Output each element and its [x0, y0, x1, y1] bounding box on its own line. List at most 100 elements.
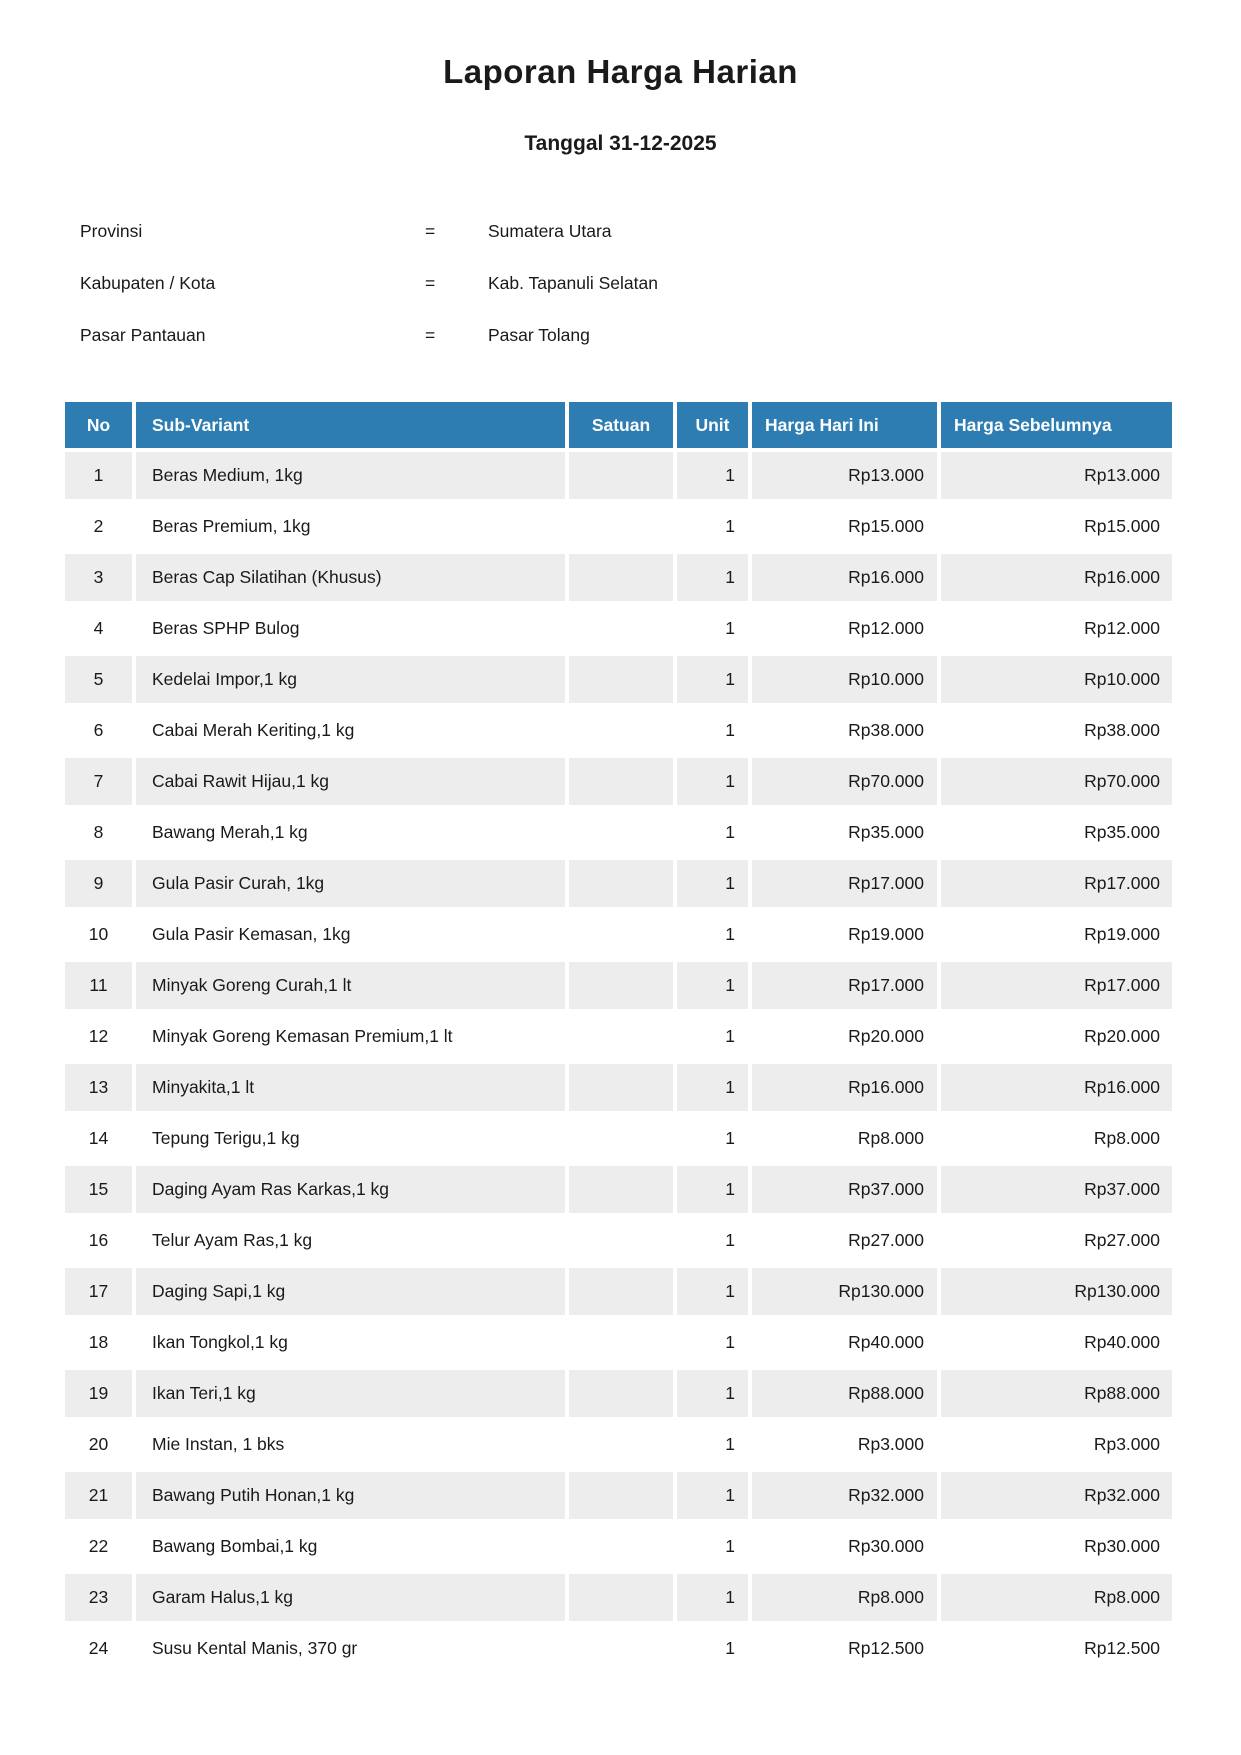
cell-satuan — [569, 1370, 673, 1417]
cell-unit: 1 — [677, 1268, 748, 1315]
table-row: 18 Ikan Tongkol,1 kg 1 Rp40.000 Rp40.000 — [65, 1319, 1172, 1366]
table-row: 21 Bawang Putih Honan,1 kg 1 Rp32.000 Rp… — [65, 1472, 1172, 1519]
cell-unit: 1 — [677, 452, 748, 499]
cell-sub-variant: Bawang Putih Honan,1 kg — [136, 1472, 565, 1519]
cell-no: 5 — [65, 656, 132, 703]
info-value: Pasar Tolang — [488, 325, 590, 345]
cell-no: 6 — [65, 707, 132, 754]
table-row: 19 Ikan Teri,1 kg 1 Rp88.000 Rp88.000 — [65, 1370, 1172, 1417]
table-row: 15 Daging Ayam Ras Karkas,1 kg 1 Rp37.00… — [65, 1166, 1172, 1213]
report-date: Tanggal 31-12-2025 — [524, 132, 717, 155]
cell-harga-sebelumnya: Rp17.000 — [941, 860, 1172, 907]
cell-sub-variant: Minyak Goreng Kemasan Premium,1 lt — [136, 1013, 565, 1060]
cell-sub-variant: Gula Pasir Curah, 1kg — [136, 860, 565, 907]
cell-harga-sebelumnya: Rp20.000 — [941, 1013, 1172, 1060]
cell-harga-hari-ini: Rp17.000 — [752, 962, 937, 1009]
cell-harga-hari-ini: Rp17.000 — [752, 860, 937, 907]
cell-harga-hari-ini: Rp19.000 — [752, 911, 937, 958]
info-row-provinsi: Provinsi = Sumatera Utara — [0, 221, 1241, 243]
cell-satuan — [569, 1625, 673, 1672]
cell-no: 15 — [65, 1166, 132, 1213]
cell-harga-hari-ini: Rp88.000 — [752, 1370, 937, 1417]
cell-harga-sebelumnya: Rp16.000 — [941, 554, 1172, 601]
cell-harga-hari-ini: Rp12.000 — [752, 605, 937, 652]
cell-sub-variant: Daging Sapi,1 kg — [136, 1268, 565, 1315]
cell-harga-hari-ini: Rp8.000 — [752, 1115, 937, 1162]
cell-satuan — [569, 1472, 673, 1519]
cell-no: 4 — [65, 605, 132, 652]
cell-satuan — [569, 656, 673, 703]
table-row: 1 Beras Medium, 1kg 1 Rp13.000 Rp13.000 — [65, 452, 1172, 499]
cell-no: 16 — [65, 1217, 132, 1264]
cell-harga-sebelumnya: Rp15.000 — [941, 503, 1172, 550]
cell-no: 23 — [65, 1574, 132, 1621]
cell-harga-hari-ini: Rp37.000 — [752, 1166, 937, 1213]
cell-satuan — [569, 605, 673, 652]
cell-sub-variant: Ikan Teri,1 kg — [136, 1370, 565, 1417]
cell-unit: 1 — [677, 809, 748, 856]
table-row: 9 Gula Pasir Curah, 1kg 1 Rp17.000 Rp17.… — [65, 860, 1172, 907]
cell-satuan — [569, 1421, 673, 1468]
table-row: 23 Garam Halus,1 kg 1 Rp8.000 Rp8.000 — [65, 1574, 1172, 1621]
info-row-kabupaten-kota: Kabupaten / Kota = Kab. Tapanuli Selatan — [0, 273, 1241, 295]
cell-harga-sebelumnya: Rp88.000 — [941, 1370, 1172, 1417]
cell-harga-hari-ini: Rp13.000 — [752, 452, 937, 499]
cell-harga-sebelumnya: Rp17.000 — [941, 962, 1172, 1009]
cell-harga-hari-ini: Rp32.000 — [752, 1472, 937, 1519]
cell-no: 18 — [65, 1319, 132, 1366]
column-header-unit: Unit — [677, 402, 748, 448]
cell-harga-hari-ini: Rp16.000 — [752, 1064, 937, 1111]
cell-harga-sebelumnya: Rp70.000 — [941, 758, 1172, 805]
cell-sub-variant: Susu Kental Manis, 370 gr — [136, 1625, 565, 1672]
cell-satuan — [569, 554, 673, 601]
cell-sub-variant: Tepung Terigu,1 kg — [136, 1115, 565, 1162]
cell-harga-sebelumnya: Rp35.000 — [941, 809, 1172, 856]
equals-sign: = — [425, 273, 436, 293]
equals-sign: = — [425, 325, 436, 345]
cell-unit: 1 — [677, 1625, 748, 1672]
cell-sub-variant: Beras Medium, 1kg — [136, 452, 565, 499]
cell-unit: 1 — [677, 1574, 748, 1621]
cell-sub-variant: Beras Premium, 1kg — [136, 503, 565, 550]
column-header-sub-variant: Sub-Variant — [136, 402, 565, 448]
cell-harga-hari-ini: Rp30.000 — [752, 1523, 937, 1570]
table-header-row: No Sub-Variant Satuan Unit Harga Hari In… — [65, 402, 1172, 448]
cell-no: 9 — [65, 860, 132, 907]
cell-sub-variant: Ikan Tongkol,1 kg — [136, 1319, 565, 1366]
cell-no: 14 — [65, 1115, 132, 1162]
cell-sub-variant: Cabai Rawit Hijau,1 kg — [136, 758, 565, 805]
cell-harga-sebelumnya: Rp40.000 — [941, 1319, 1172, 1366]
info-row-pasar-pantauan: Pasar Pantauan = Pasar Tolang — [0, 325, 1241, 347]
column-header-harga-hari-ini: Harga Hari Ini — [752, 402, 937, 448]
cell-satuan — [569, 503, 673, 550]
cell-harga-hari-ini: Rp40.000 — [752, 1319, 937, 1366]
cell-no: 22 — [65, 1523, 132, 1570]
cell-harga-hari-ini: Rp27.000 — [752, 1217, 937, 1264]
table-row: 13 Minyakita,1 lt 1 Rp16.000 Rp16.000 — [65, 1064, 1172, 1111]
page-title: Laporan Harga Harian — [443, 53, 798, 90]
cell-no: 7 — [65, 758, 132, 805]
table-row: 11 Minyak Goreng Curah,1 lt 1 Rp17.000 R… — [65, 962, 1172, 1009]
info-value: Sumatera Utara — [488, 221, 612, 241]
cell-satuan — [569, 962, 673, 1009]
cell-sub-variant: Gula Pasir Kemasan, 1kg — [136, 911, 565, 958]
cell-harga-sebelumnya: Rp8.000 — [941, 1115, 1172, 1162]
cell-unit: 1 — [677, 1064, 748, 1111]
cell-harga-sebelumnya: Rp19.000 — [941, 911, 1172, 958]
table-row: 8 Bawang Merah,1 kg 1 Rp35.000 Rp35.000 — [65, 809, 1172, 856]
info-label: Kabupaten / Kota — [80, 273, 216, 293]
cell-sub-variant: Minyakita,1 lt — [136, 1064, 565, 1111]
table-row: 17 Daging Sapi,1 kg 1 Rp130.000 Rp130.00… — [65, 1268, 1172, 1315]
cell-satuan — [569, 1115, 673, 1162]
cell-no: 20 — [65, 1421, 132, 1468]
cell-harga-sebelumnya: Rp38.000 — [941, 707, 1172, 754]
info-label: Provinsi — [80, 221, 143, 241]
cell-harga-hari-ini: Rp8.000 — [752, 1574, 937, 1621]
info-label: Pasar Pantauan — [80, 325, 206, 345]
cell-satuan — [569, 1166, 673, 1213]
cell-no: 12 — [65, 1013, 132, 1060]
cell-unit: 1 — [677, 1166, 748, 1213]
cell-harga-sebelumnya: Rp12.500 — [941, 1625, 1172, 1672]
cell-harga-hari-ini: Rp20.000 — [752, 1013, 937, 1060]
cell-unit: 1 — [677, 1319, 748, 1366]
